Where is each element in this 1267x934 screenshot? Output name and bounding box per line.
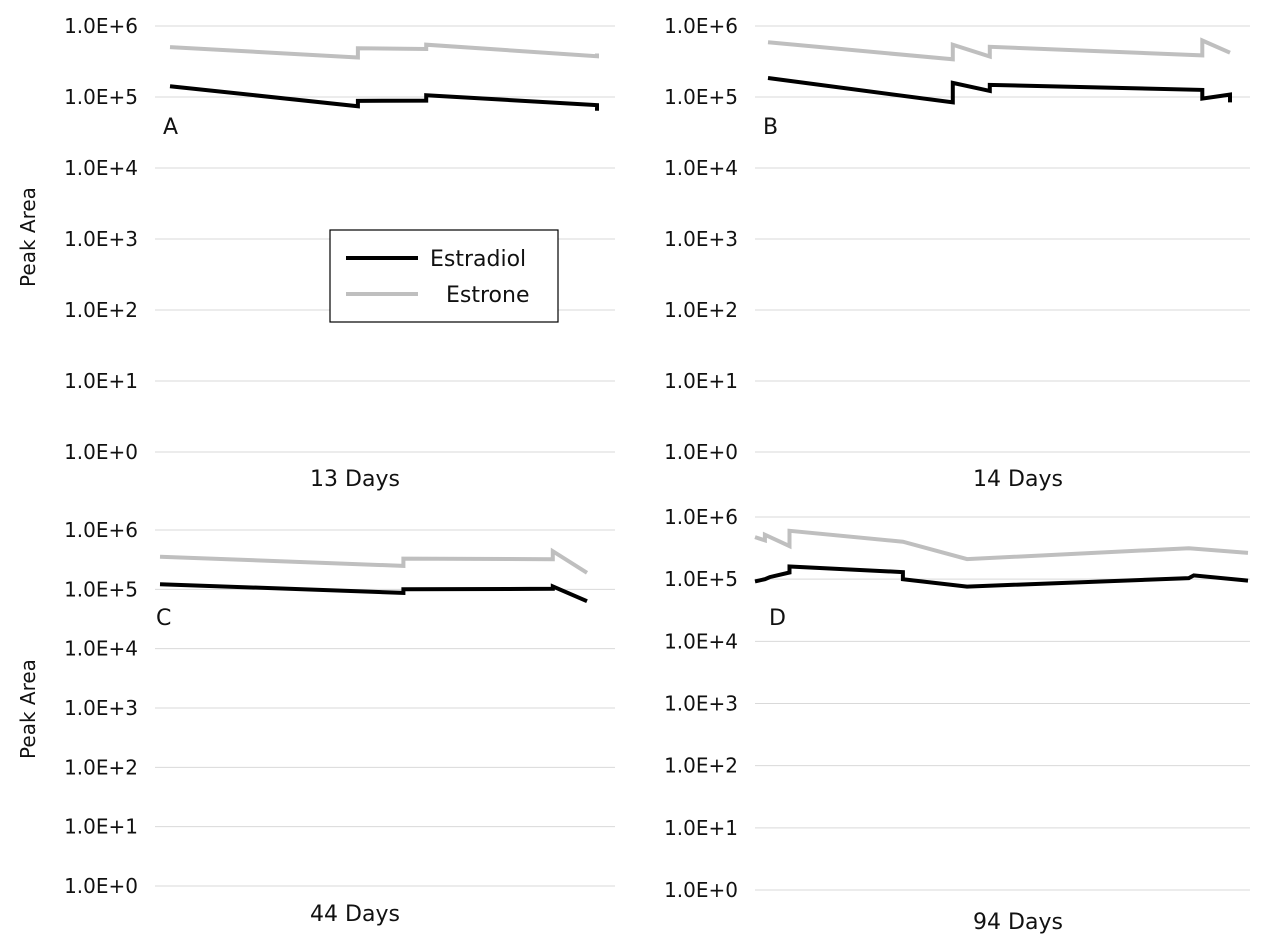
panel-b-label: B <box>763 115 778 140</box>
panel-b-y-tick-label: 1.0E+1 <box>664 369 738 393</box>
panel-b-series <box>767 37 1232 105</box>
panel-a-y-tick-label: 1.0E+1 <box>64 369 138 393</box>
panel-d-y-tick-labels: 1.0E+0 1.0E+1 1.0E+2 1.0E+3 1.0E+4 1.0E+5 1.0E… <box>664 505 738 902</box>
panel-c-y-tick-label: 1.0E+4 <box>64 637 138 661</box>
panel-b-y-tick-label: 1.0E+4 <box>664 156 738 180</box>
panel-a-y-axis-label: Peak Area <box>16 187 40 287</box>
panel-c-y-axis-label: Peak Area <box>16 659 40 759</box>
panel-b-y-tick-label: 1.0E+5 <box>664 85 738 109</box>
panel-c-y-tick-label: 1.0E+5 <box>64 577 138 601</box>
legend: Estradiol Estrone <box>329 229 559 323</box>
panel-c-series-line-estrone <box>159 547 589 575</box>
panel-d-series <box>754 528 1249 589</box>
panel-d-y-tick-label: 1.0E+3 <box>664 692 738 716</box>
panel-c-gridlines <box>155 529 615 887</box>
panel-a-y-tick-label: 1.0E+5 <box>64 85 138 109</box>
panel-c: 1.0E+0 1.0E+1 1.0E+2 1.0E+3 1.0E+4 1.0E+5 1.0E… <box>16 518 615 927</box>
panel-b-gridlines <box>755 25 1250 453</box>
panel-d-series-line-estradiol <box>754 564 1249 589</box>
panel-d-y-tick-label: 1.0E+6 <box>664 505 738 529</box>
panel-a-series-line-estrone <box>169 42 599 60</box>
panel-d-y-tick-label: 1.0E+1 <box>664 816 738 840</box>
panel-a-y-tick-label: 1.0E+6 <box>64 14 138 38</box>
panel-c-y-tick-label: 1.0E+2 <box>64 755 138 779</box>
panel-a-series <box>169 42 599 111</box>
panel-b: 1.0E+0 1.0E+1 1.0E+2 1.0E+3 1.0E+4 1.0E+5 1.0E… <box>664 14 1250 492</box>
panel-c-series <box>159 547 589 604</box>
panel-b-y-tick-label: 1.0E+2 <box>664 298 738 322</box>
panel-c-y-tick-label: 1.0E+6 <box>64 518 138 542</box>
panel-b-y-tick-label: 1.0E+0 <box>664 440 738 464</box>
panel-a-series-line-estradiol <box>169 84 599 111</box>
panel-c-series-line-estradiol <box>159 582 588 604</box>
panel-b-y-tick-label: 1.0E+3 <box>664 227 738 251</box>
panel-c-x-axis-label: 44 Days <box>310 902 400 927</box>
panel-c-y-tick-label: 1.0E+0 <box>64 874 138 898</box>
panel-c-y-tick-label: 1.0E+3 <box>64 696 138 720</box>
legend-label-estrone: Estrone <box>446 283 530 308</box>
panel-d-y-tick-label: 1.0E+4 <box>664 629 738 653</box>
panel-a-label: A <box>163 115 178 140</box>
panel-b-x-axis-label: 14 Days <box>973 467 1063 492</box>
panel-a: 1.0E+0 1.0E+1 1.0E+2 1.0E+3 1.0E+4 1.0E+5 1.0E… <box>16 14 615 492</box>
panel-a-y-tick-label: 1.0E+3 <box>64 227 138 251</box>
panel-c-label: C <box>156 606 171 631</box>
panel-b-y-tick-label: 1.0E+6 <box>664 14 738 38</box>
panel-b-series-line-estradiol <box>767 76 1232 105</box>
panel-c-y-tick-label: 1.0E+1 <box>64 815 138 839</box>
panel-d-series-line-estrone <box>754 528 1249 562</box>
panel-a-y-tick-labels: 1.0E+0 1.0E+1 1.0E+2 1.0E+3 1.0E+4 1.0E+5 1.0E… <box>64 14 138 464</box>
panel-d-y-tick-label: 1.0E+5 <box>664 567 738 591</box>
panel-b-series-line-estrone <box>767 37 1231 62</box>
panel-a-y-tick-label: 1.0E+4 <box>64 156 138 180</box>
legend-label-estradiol: Estradiol <box>430 247 526 272</box>
panel-d-y-tick-label: 1.0E+2 <box>664 754 738 778</box>
panel-d-label: D <box>769 606 786 631</box>
panel-c-y-tick-labels: 1.0E+0 1.0E+1 1.0E+2 1.0E+3 1.0E+4 1.0E+5 1.0E… <box>64 518 138 898</box>
panel-a-y-tick-label: 1.0E+2 <box>64 298 138 322</box>
panel-a-y-tick-label: 1.0E+0 <box>64 440 138 464</box>
panel-d-gridlines <box>755 516 1250 891</box>
panel-d-y-tick-label: 1.0E+0 <box>664 878 738 902</box>
panel-b-y-tick-labels: 1.0E+0 1.0E+1 1.0E+2 1.0E+3 1.0E+4 1.0E+5 1.0E… <box>664 14 738 464</box>
panel-d: 1.0E+0 1.0E+1 1.0E+2 1.0E+3 1.0E+4 1.0E+5 1.0E… <box>664 505 1250 934</box>
legend-box <box>329 229 559 323</box>
panel-d-x-axis-label: 94 Days <box>973 910 1063 934</box>
panel-a-x-axis-label: 13 Days <box>310 467 400 492</box>
